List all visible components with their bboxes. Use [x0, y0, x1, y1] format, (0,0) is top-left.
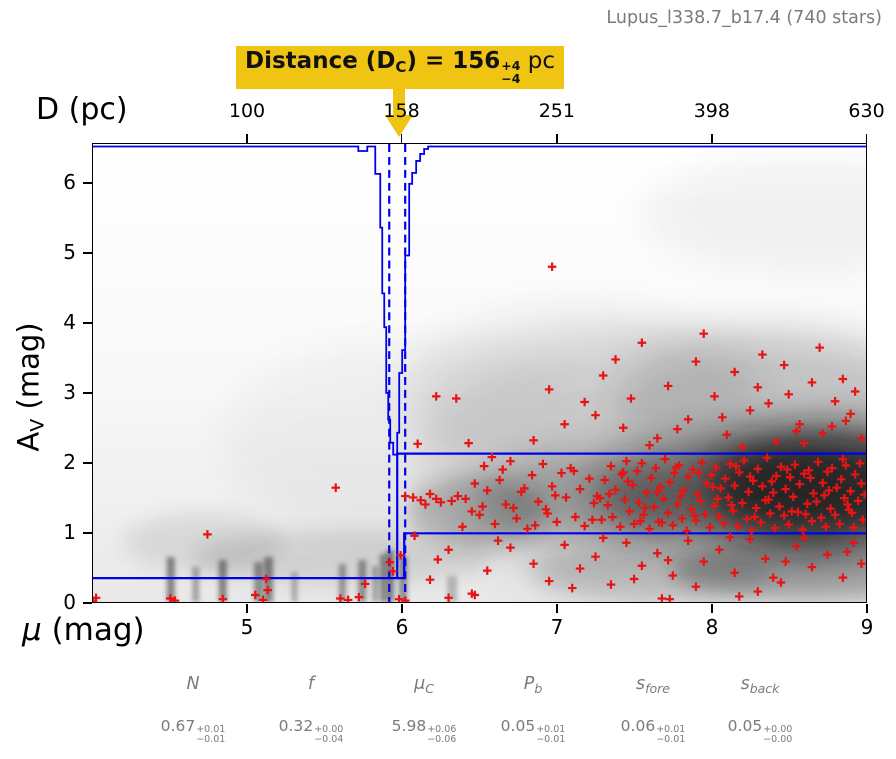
y-tick-label: 4 [63, 309, 76, 334]
y-tick-mark [83, 532, 92, 534]
density-streak [372, 566, 379, 602]
param-value: 5.98 +0.06 −0.06 [391, 717, 457, 746]
density-streak [358, 560, 367, 602]
star-scatter-markers [93, 262, 866, 602]
plot-area [92, 143, 867, 603]
density-streak [254, 562, 264, 602]
x-tick-label: 9 [860, 615, 874, 639]
y-tick-mark [83, 602, 92, 604]
y-tick-label: 6 [63, 169, 76, 194]
density-blob [122, 512, 283, 573]
density-streak [166, 557, 175, 602]
param-label: Pb [523, 674, 543, 696]
y-tick-label: 1 [63, 519, 76, 544]
param-value: 0.67 +0.01 −0.01 [160, 717, 226, 746]
param-value: 0.32 +0.00 −0.04 [278, 717, 344, 746]
annotation-mid: ) = 156 [406, 48, 501, 74]
top-tick-label: 100 [228, 100, 266, 122]
param-label: sback [740, 674, 780, 696]
distance-arrow [382, 79, 416, 139]
annotation-prefix: Distance (D [245, 48, 396, 74]
x-tick-label: 5 [240, 615, 254, 639]
x-tick-mark [401, 604, 403, 613]
x-tick-label: 6 [395, 615, 409, 639]
top-tick-mark [556, 134, 558, 143]
x-tick-label: 7 [550, 615, 564, 639]
top-tick-mark [865, 134, 868, 143]
param-label: μC [414, 674, 434, 696]
top-tick-mark [711, 134, 713, 143]
density-streak [338, 564, 346, 602]
y-tick-label: 0 [63, 590, 76, 614]
param-label: N [186, 674, 200, 694]
distance-posterior-histogram [93, 145, 866, 456]
annotation-errors: +4 −4 [501, 58, 521, 87]
top-tick-mark [246, 134, 248, 143]
x-tick-mark [866, 604, 868, 613]
y-tick-label: 3 [63, 379, 76, 404]
plot-svg [93, 144, 866, 602]
top-axis-label: D (pc) [36, 92, 128, 127]
distance-uncertainty-dashed-lines [388, 144, 407, 602]
top-tick-label: 398 [693, 100, 730, 122]
top-tick-label: 158 [383, 100, 420, 122]
y-tick-mark [83, 462, 92, 464]
model-line-upper [93, 452, 866, 580]
y-tick-mark [83, 252, 92, 254]
posterior-outline [93, 145, 866, 456]
density-streak [192, 567, 200, 602]
density-streak [218, 560, 227, 602]
distance-annotation: Distance (DC) = 156 +4 −4 pc [236, 46, 564, 90]
param-label: sfore [635, 674, 671, 696]
y-tick-mark [83, 392, 92, 394]
star-markers-layer [93, 262, 866, 602]
density-streak [291, 572, 298, 602]
y-tick-mark [83, 322, 92, 324]
top-tick-label: 251 [538, 100, 575, 122]
x-axis-label: μ (mag) [22, 612, 145, 648]
density-blob [222, 343, 622, 543]
param-value: 0.06 +0.01 −0.01 [620, 717, 686, 746]
x-tick-label: 8 [705, 615, 719, 639]
plot-title: Lupus_l338.7_b17.4 (740 stars) [606, 8, 882, 28]
param-value: 0.05 +0.01 −0.01 [500, 717, 566, 746]
top-tick-label: 630 [848, 100, 885, 122]
top-tick-mark [400, 134, 403, 143]
y-axis-label: AV (mag) [11, 322, 49, 452]
param-value: 0.05 +0.00 −0.00 [727, 717, 793, 746]
arrow-shape [385, 79, 413, 137]
annotation-unit: pc [520, 48, 555, 74]
density-blob [641, 158, 866, 269]
y-tick-mark [83, 182, 92, 184]
x-tick-mark [246, 604, 248, 613]
x-tick-mark [556, 604, 558, 613]
density-streak [447, 576, 458, 602]
param-label: f [307, 674, 315, 694]
y-tick-label: 5 [63, 239, 76, 264]
x-tick-mark [711, 604, 713, 613]
annotation-subscript: C [395, 58, 407, 76]
y-tick-label: 2 [63, 449, 76, 474]
